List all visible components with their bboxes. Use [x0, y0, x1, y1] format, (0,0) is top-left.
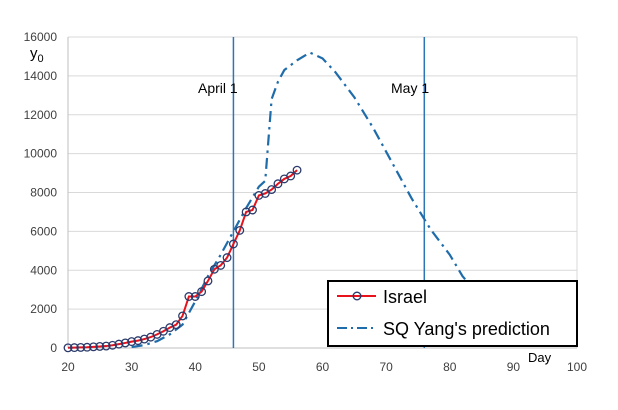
legend: Israel SQ Yang's prediction: [327, 280, 578, 347]
x-tick-label: 90: [507, 360, 521, 374]
x-tick-label: 60: [316, 360, 330, 374]
data-point-israel: [286, 171, 296, 181]
series-israel: [63, 165, 302, 353]
data-point-israel: [216, 260, 226, 270]
data-point-israel: [178, 311, 187, 321]
data-point-israel: [228, 239, 238, 249]
y-tick-labels: 0 2000 4000 6000 8000 10000 12000 14000 16000: [24, 30, 58, 355]
x-axis-label: Day: [528, 350, 552, 365]
data-point-israel: [133, 336, 143, 346]
data-point-israel: [127, 337, 137, 347]
data-point-israel: [120, 338, 130, 348]
annotation-may-1: May 1: [391, 80, 429, 96]
legend-israel-label: Israel: [383, 287, 427, 307]
data-point-israel: [158, 326, 168, 336]
y-tick-label: 0: [50, 341, 57, 355]
y-axis-label: y0: [30, 45, 44, 65]
data-point-israel: [184, 292, 194, 301]
y-tick-label: 2000: [30, 302, 57, 316]
data-point-israel: [69, 343, 79, 353]
data-point-israel: [101, 341, 111, 351]
x-tick-label: 20: [61, 360, 75, 374]
data-point-israel: [267, 185, 277, 195]
data-point-israel: [95, 341, 105, 351]
data-point-israel: [76, 342, 86, 352]
data-point-israel: [63, 343, 73, 353]
x-tick-label: 50: [252, 360, 266, 374]
data-point-israel: [171, 320, 181, 330]
x-tick-labels: 20 30 40 50 60 70 80 90 100: [61, 360, 587, 374]
data-point-israel: [254, 190, 264, 200]
y-tick-label: 12000: [24, 108, 58, 122]
y-tick-label: 8000: [30, 186, 57, 200]
data-point-israel: [273, 179, 283, 189]
y-tick-label: 14000: [24, 69, 58, 83]
x-tick-label: 100: [567, 360, 587, 374]
data-point-israel: [203, 276, 213, 286]
data-point-israel: [260, 189, 270, 198]
data-point-israel: [190, 292, 200, 301]
data-point-israel: [108, 340, 117, 350]
x-tick-label: 80: [443, 360, 457, 374]
data-point-israel: [241, 207, 251, 217]
series-line-israel: [67, 169, 298, 349]
data-point-israel: [139, 334, 149, 344]
legend-box: [327, 280, 578, 347]
y-tick-label: 16000: [24, 30, 58, 44]
x-tick-label: 70: [379, 360, 393, 374]
data-point-israel: [235, 225, 245, 235]
y-tick-label: 6000: [30, 224, 57, 238]
data-point-israel: [88, 342, 98, 352]
data-point-israel: [222, 253, 232, 263]
legend-israel-marker: [352, 291, 362, 301]
annotation-april-1: April 1: [198, 80, 238, 96]
y-tick-label: 4000: [30, 263, 57, 277]
data-point-israel: [292, 165, 302, 175]
x-tick-label: 40: [189, 360, 203, 374]
y-tick-label: 10000: [24, 147, 58, 161]
data-point-israel: [248, 205, 257, 215]
data-point-israel: [197, 287, 207, 297]
x-tick-label: 30: [125, 360, 139, 374]
data-point-israel: [209, 264, 219, 274]
gridlines: [67, 36, 578, 349]
data-point-israel: [114, 339, 124, 349]
data-point-israel: [82, 342, 92, 352]
legend-yang-label: SQ Yang's prediction: [383, 319, 550, 339]
